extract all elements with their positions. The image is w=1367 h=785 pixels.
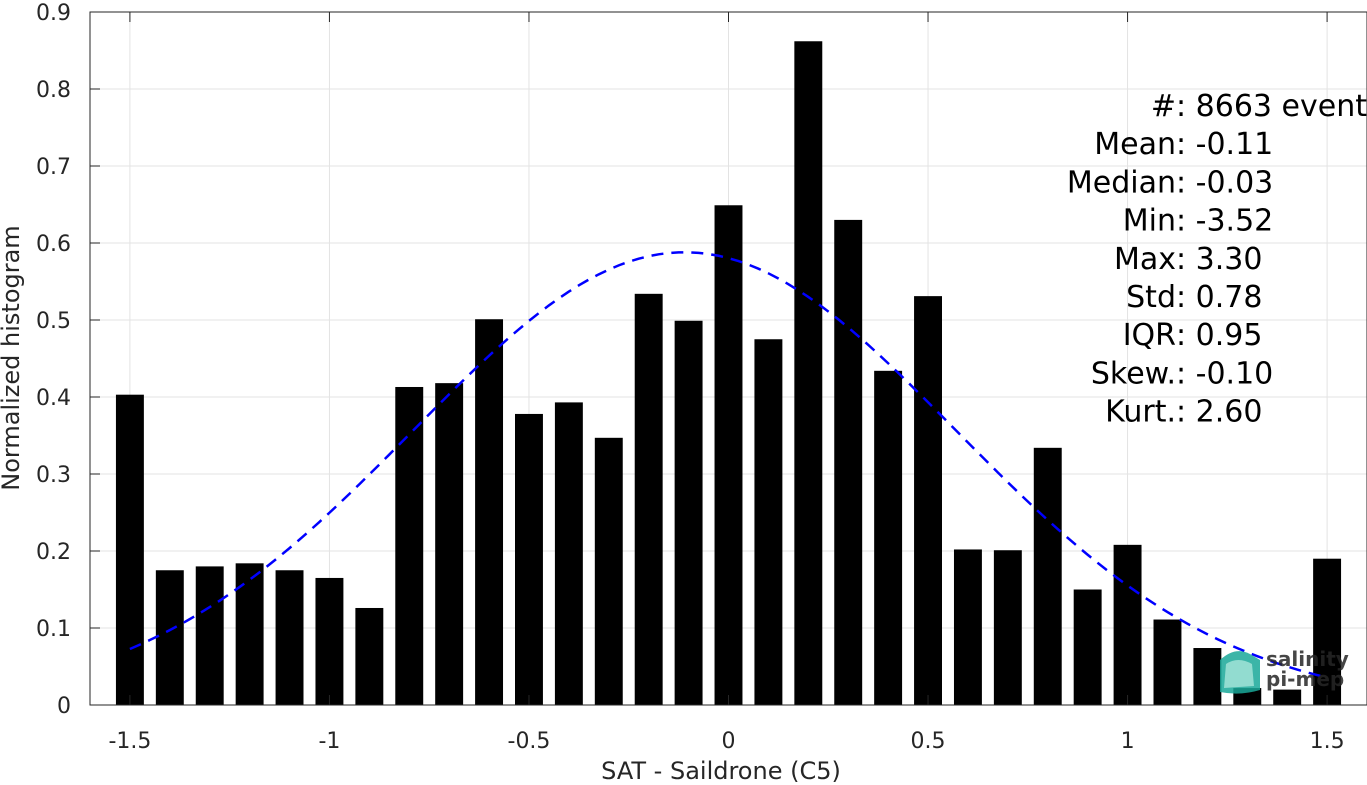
logo-mark-icon [1220,651,1260,694]
stats-value: : 8663 events [1176,89,1367,124]
stats-line: Mean [1094,127,1176,162]
histogram-bar [674,320,703,705]
y-tick-label: 0.6 [36,232,71,257]
stats-value: : 2.60 [1176,395,1262,430]
histogram-bar [115,394,144,705]
y-tick-label: 0.8 [36,78,71,103]
histogram-bar [155,570,184,705]
normal-fit-curve [129,251,1328,679]
logo-text-salinity: salinity [1266,647,1349,671]
y-axis-label: Normalized histogram [0,225,25,490]
stats-value: : -0.10 [1176,356,1273,391]
salinity-pi-mep-logo: salinity pi-mep [1220,647,1349,694]
histogram-bar [235,563,264,705]
stats-line: Median [1067,165,1176,200]
histogram-bar [1273,689,1302,705]
histogram-bar [395,386,424,705]
histogram-bar [914,296,942,705]
y-tick-label: 0.3 [36,463,71,488]
x-tick-label: -1 [318,729,340,754]
histogram-bar [953,549,982,705]
histogram-bar [554,402,583,705]
x-tick-label: 0 [722,729,736,754]
y-tick-label: 0 [57,694,71,719]
stats-value: : 0.95 [1176,318,1262,353]
histogram-bar [1033,447,1062,705]
histogram-bar [1313,558,1342,705]
histogram-bar [834,219,863,705]
histogram-bar [714,205,743,705]
stats-line: Kurt. [1105,395,1176,430]
x-axis-label: SAT - Saildrone (C5) [601,757,841,785]
histogram-bar [754,339,783,705]
histogram-bar [275,570,304,705]
y-tick-label: 0.1 [36,617,71,642]
histogram-bar [1153,619,1182,705]
histogram-bar [435,383,464,705]
y-tick-label: 0.2 [36,540,71,565]
x-tick-label: -1.5 [108,729,151,754]
x-tick-label: -0.5 [508,729,551,754]
histogram-bar [874,370,903,705]
tick-labels: -1.5 -1 -0.5 0 0.5 1 1.5 0 0.1 0.2 0.3 0.4 0.5 0.6 0.7… [36,1,1345,754]
histogram-bar [475,319,504,705]
histogram-bar [355,607,384,705]
histogram-bar [634,293,663,705]
stats-value: : -3.52 [1176,204,1273,239]
stats-value: : -0.03 [1176,165,1273,200]
histogram-bar [1113,544,1142,705]
histogram-bar [993,550,1022,705]
stats-line: # [1151,89,1176,124]
y-tick-label: 0.7 [36,155,71,180]
histogram-bar [515,413,543,705]
x-tick-label: 1.5 [1310,729,1345,754]
histogram-bar [594,437,623,705]
histogram-bar [1193,648,1222,705]
stats-line: Max [1114,242,1176,277]
stats-line: IQR [1123,318,1176,353]
stats-line: Skew. [1091,356,1176,391]
stats-line: Std [1126,280,1176,315]
histogram-bar [794,41,823,705]
stats-value: : 3.30 [1176,242,1262,277]
histogram-bar [1073,589,1102,705]
y-tick-label: 0.4 [36,386,71,411]
stats-value: : 0.78 [1176,280,1262,315]
stats-line: Min [1123,204,1176,239]
y-tick-label: 0.9 [36,1,71,26]
stats-value: : -0.11 [1176,127,1273,162]
x-tick-label: 1 [1121,729,1135,754]
axes [89,11,1367,706]
bars [115,41,1342,705]
histogram-bar [195,566,224,705]
logo-text-pi-mep: pi-mep [1266,667,1344,691]
x-tick-label: 0.5 [911,729,946,754]
y-tick-label: 0.5 [36,309,71,334]
histogram-bar [315,577,344,705]
